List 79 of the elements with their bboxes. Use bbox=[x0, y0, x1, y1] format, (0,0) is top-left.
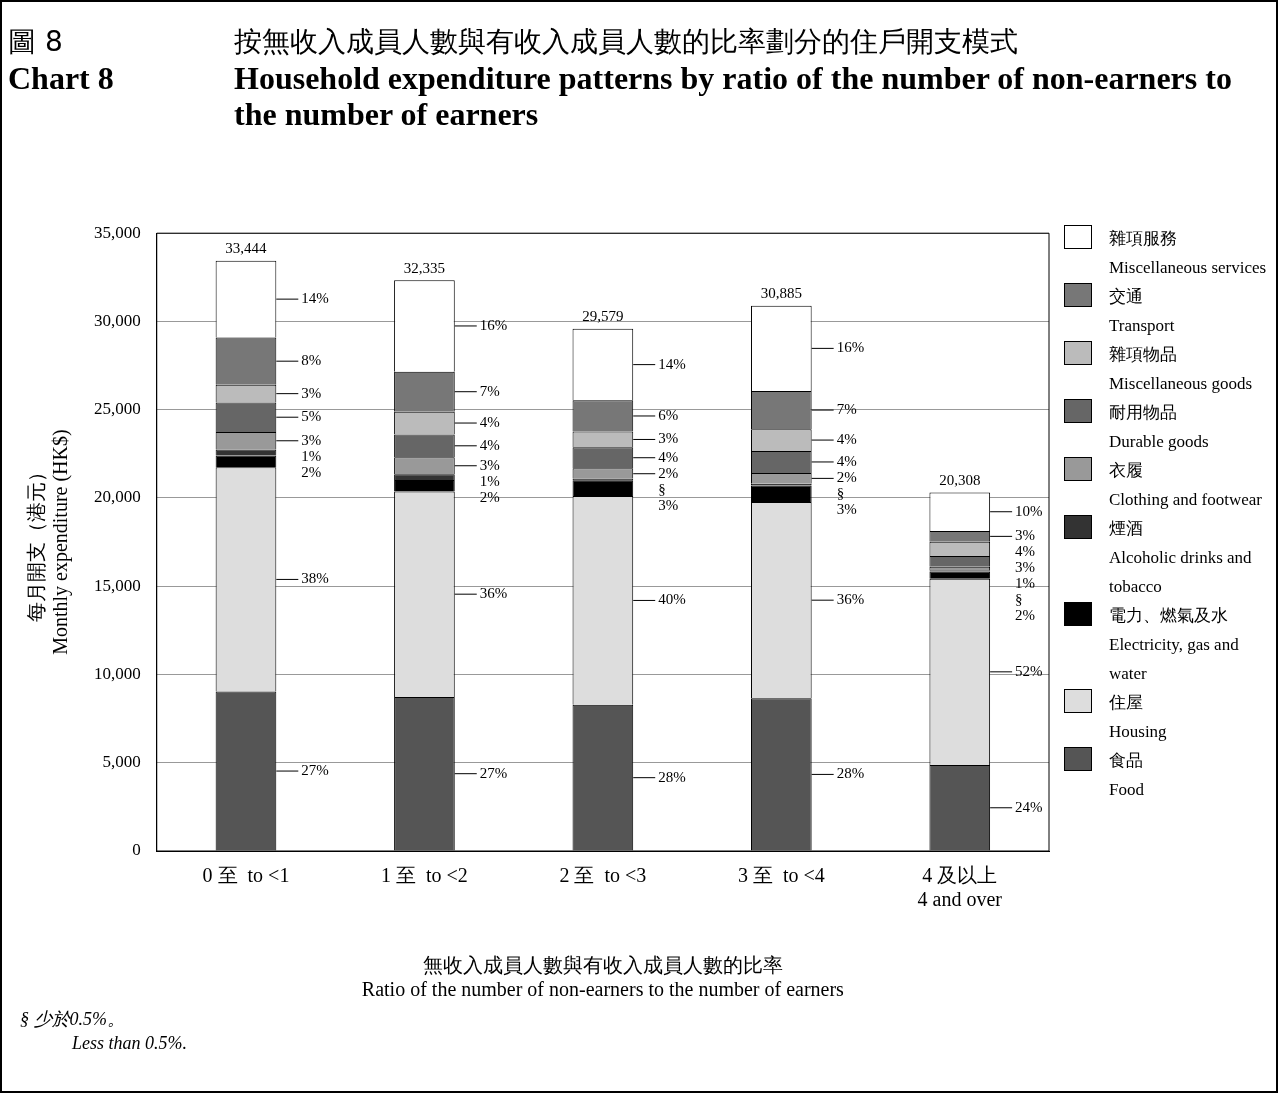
annotation: 8% bbox=[301, 352, 322, 369]
y-tick-label: 15,000 bbox=[94, 575, 141, 595]
annotation: 36% bbox=[836, 591, 865, 608]
annotation: § bbox=[1015, 591, 1023, 608]
annotation: 6% bbox=[658, 406, 679, 423]
y-axis-title: 每月開支（港元） Monthly expenditure (HK$) bbox=[25, 429, 73, 655]
annotation: 3% bbox=[1015, 527, 1036, 544]
annotation: 4% bbox=[836, 452, 857, 469]
annotation: 38% bbox=[301, 570, 329, 587]
text: § 少於0.5%。 bbox=[20, 1008, 126, 1031]
total-label: 33,444 bbox=[225, 240, 268, 257]
annotation: 3% bbox=[301, 384, 322, 401]
legend-label: 煙酒 Alcoholic drinks and tobacco bbox=[1109, 518, 1253, 598]
x-tick-label: 1 至 to <2 bbox=[381, 864, 468, 887]
annotation: 4% bbox=[1015, 543, 1036, 560]
annotation: 16% bbox=[479, 316, 508, 333]
annotation: 4% bbox=[658, 448, 679, 465]
y-tick-label: 5,000 bbox=[102, 752, 141, 772]
legend-label: 衣履 Clothing and footwear bbox=[1109, 460, 1262, 511]
text: Chart 8 Household expenditure patterns by ratio of the number of non-earners to the number of earners bbox=[8, 60, 1232, 132]
annotation: 3% bbox=[1015, 559, 1036, 576]
annotation: 27% bbox=[479, 764, 508, 781]
y-tick-label: 10,000 bbox=[94, 663, 141, 683]
annotation: 3% bbox=[301, 431, 322, 448]
annotation: 4% bbox=[479, 436, 500, 453]
x-tick-label: 2 至 to <3 bbox=[559, 864, 647, 887]
annotation: 7% bbox=[479, 382, 500, 399]
total-label: 20,308 bbox=[939, 471, 981, 488]
legend-label: 耐用物品 Durable goods bbox=[1109, 402, 1209, 453]
legend-label: 交通 Transport bbox=[1109, 286, 1175, 337]
annotation: § bbox=[836, 485, 845, 502]
annotation: 1% bbox=[479, 472, 500, 489]
y-tick-label: 35,000 bbox=[94, 222, 141, 242]
x-tick-label: 0 至 to <1 bbox=[202, 864, 290, 887]
bar bbox=[394, 479, 455, 492]
annotation: 28% bbox=[658, 768, 686, 785]
annotation: 3% bbox=[658, 430, 679, 447]
total-label: 29,579 bbox=[582, 308, 624, 325]
annotation: 40% bbox=[658, 591, 686, 608]
x-tick-label: 4 及以上 4 and over bbox=[917, 864, 1003, 911]
annotation: 3% bbox=[658, 496, 679, 513]
x-tick-label: 3 至 to <4 bbox=[737, 864, 825, 887]
annotation: 2% bbox=[1015, 607, 1036, 624]
y-tick-label: 25,000 bbox=[94, 399, 141, 419]
annotation: 5% bbox=[301, 408, 322, 425]
y-tick-label: 20,000 bbox=[94, 487, 141, 507]
legend-label: 食品 Food bbox=[1109, 750, 1144, 801]
annotation: 1% bbox=[1015, 575, 1036, 592]
text: 雜項服務 Miscellaneous services bbox=[1109, 228, 1267, 279]
y-tick-label: 0 bbox=[132, 840, 141, 860]
y-tick-label: 30,000 bbox=[94, 310, 141, 330]
annotation: 14% bbox=[658, 355, 686, 372]
annotation: 14% bbox=[301, 290, 329, 307]
annotation: 52% bbox=[1015, 662, 1043, 679]
annotation: 2% bbox=[836, 469, 857, 486]
legend-label: 雜項物品 Miscellaneous goods bbox=[1109, 344, 1253, 395]
annotation: 10% bbox=[1015, 502, 1043, 519]
chart-title: 圖 8 按無收入成員人數與有收入成員人數的比率劃分的住戶開支模式 bbox=[8, 25, 1018, 58]
x-axis-title: 無收入成員人數與有收入成員人數的比率 Ratio of the number of non-earners to the number of earners bbox=[361, 954, 845, 1001]
annotation: 4% bbox=[479, 413, 500, 430]
annotation: 2% bbox=[301, 463, 322, 480]
annotation: 24% bbox=[1015, 798, 1043, 815]
text: Less than 0.5%. bbox=[72, 1032, 188, 1055]
annotation: 3% bbox=[479, 456, 500, 473]
annotation: 7% bbox=[836, 401, 857, 417]
annotation: 2% bbox=[479, 488, 500, 505]
annotation: § bbox=[658, 480, 666, 497]
total-label: 30,885 bbox=[760, 285, 802, 302]
annotation: 1% bbox=[301, 447, 322, 464]
annotation: 28% bbox=[836, 765, 865, 782]
legend-label: 電力、燃氣及水 Electricity, gas and water bbox=[1109, 605, 1240, 685]
annotation: 16% bbox=[836, 339, 865, 356]
annotation: 2% bbox=[658, 464, 679, 481]
annotation: 36% bbox=[479, 585, 508, 602]
legend-label: 住屋 Housing bbox=[1109, 692, 1167, 743]
total-label: 32,335 bbox=[403, 259, 446, 276]
annotation: 3% bbox=[836, 501, 857, 518]
annotation: 27% bbox=[301, 761, 329, 778]
annotation: 4% bbox=[836, 431, 857, 448]
